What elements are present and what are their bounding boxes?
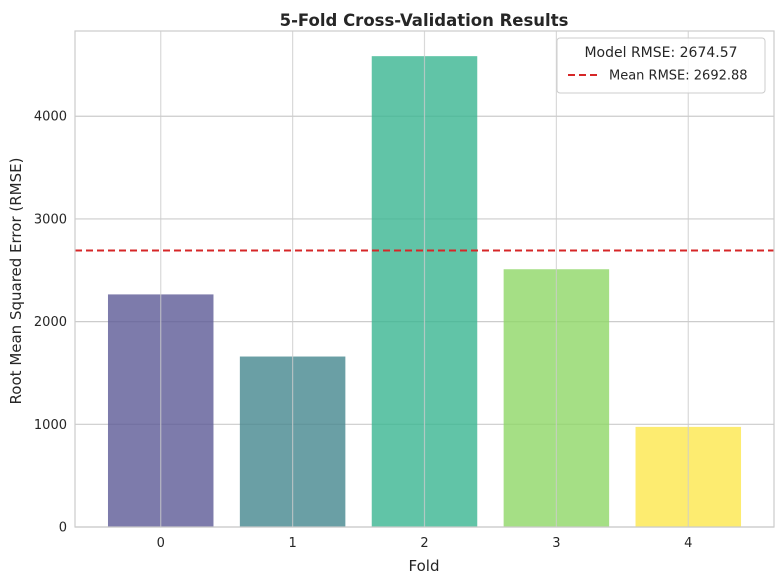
x-tick-label: 1 bbox=[288, 536, 296, 551]
y-tick-label: 3000 bbox=[34, 212, 67, 227]
legend-title: Model RMSE: 2674.57 bbox=[584, 45, 737, 61]
y-tick-label: 4000 bbox=[34, 110, 67, 125]
y-axis-label: Root Mean Squared Error (RMSE) bbox=[7, 158, 25, 405]
legend: Model RMSE: 2674.57 Mean RMSE: 2692.88 bbox=[556, 37, 766, 94]
y-tick-labels: 0 1000 2000 3000 4000 bbox=[34, 110, 67, 536]
x-tick-label: 4 bbox=[684, 536, 692, 551]
y-tick-label: 1000 bbox=[34, 418, 67, 433]
x-axis-label: Fold bbox=[409, 557, 440, 575]
legend-label-mean: Mean RMSE: 2692.88 bbox=[609, 69, 748, 84]
legend-box bbox=[556, 37, 766, 94]
x-tick-label: 3 bbox=[552, 536, 560, 551]
plot-frame bbox=[74, 30, 775, 528]
vertical-grid-lines bbox=[160, 31, 689, 527]
x-tick-label: 0 bbox=[157, 536, 165, 551]
chart-title: 5-Fold Cross-Validation Results bbox=[280, 11, 569, 30]
x-tick-labels: 0 1 2 3 4 bbox=[157, 536, 693, 551]
y-tick-label: 0 bbox=[59, 521, 67, 536]
y-tick-label: 2000 bbox=[34, 315, 67, 330]
x-tick-label: 2 bbox=[420, 536, 428, 551]
